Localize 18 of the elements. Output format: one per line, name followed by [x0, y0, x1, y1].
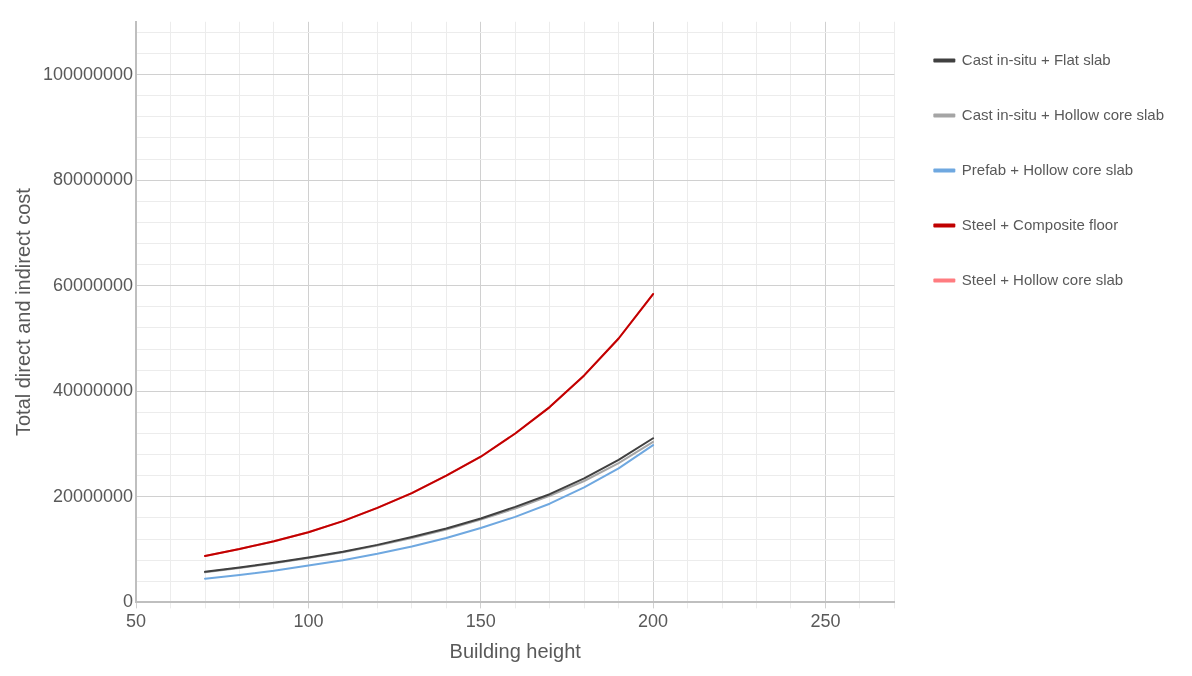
x-tick-label: 250 — [810, 611, 841, 632]
legend-label: Steel + Composite floor — [961, 215, 1119, 233]
y-axis-title: Total direct and indirect cost — [11, 187, 34, 437]
y-tick-label: 80000000 — [53, 169, 134, 190]
x-tick-label: 200 — [638, 611, 669, 632]
legend-label: Steel + Hollow core slab — [961, 270, 1124, 288]
y-tick-label: 60000000 — [53, 274, 134, 295]
legend-label: Prefab + Hollow core slab — [961, 160, 1134, 178]
legend-label: Cast in-situ + Flat slab — [961, 50, 1111, 68]
y-tick-label: 100000000 — [42, 63, 134, 84]
x-tick-label: 150 — [465, 611, 496, 632]
y-tick-label: 20000000 — [53, 485, 134, 506]
x-tick-label: 50 — [126, 611, 147, 632]
x-tick-label: 100 — [293, 611, 324, 632]
y-tick-label: 40000000 — [53, 380, 134, 401]
x-axis-title: Building height — [449, 639, 582, 662]
y-tick-label: 0 — [123, 591, 134, 612]
legend-label: Cast in-situ + Hollow core slab — [961, 105, 1165, 123]
